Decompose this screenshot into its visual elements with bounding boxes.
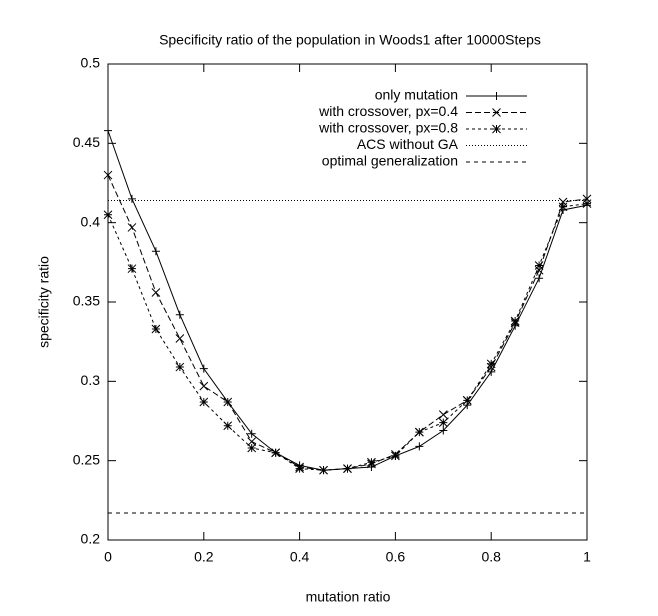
marker [438, 410, 448, 420]
y-tick-label: 0.25 [73, 451, 100, 467]
y-axis-label: specificity ratio [36, 256, 52, 348]
marker [534, 261, 544, 270]
marker [510, 316, 520, 326]
marker [558, 202, 568, 212]
marker [343, 464, 352, 473]
y-tick-label: 0.45 [73, 134, 100, 150]
marker [151, 247, 160, 256]
marker [175, 334, 185, 343]
marker [319, 465, 328, 475]
y-tick-label: 0.2 [81, 531, 101, 547]
marker [582, 199, 592, 208]
marker [127, 264, 137, 274]
marker [103, 170, 113, 180]
marker [127, 223, 137, 232]
marker [247, 437, 257, 446]
marker [415, 442, 424, 451]
marker [492, 92, 501, 100]
x-tick-label: 0 [104, 549, 112, 565]
marker [492, 124, 501, 134]
marker [487, 367, 496, 376]
marker [438, 418, 448, 427]
legend-label: optimal generalization [322, 153, 458, 169]
marker [462, 396, 472, 405]
marker [223, 397, 233, 407]
marker [271, 448, 281, 458]
marker [199, 364, 208, 373]
marker [199, 397, 209, 407]
marker [414, 427, 424, 437]
marker [151, 324, 161, 334]
marker [247, 443, 257, 453]
legend-label: only mutation [375, 87, 458, 103]
marker [535, 274, 544, 283]
y-tick-label: 0.3 [81, 372, 101, 388]
marker [486, 359, 496, 369]
x-tick-label: 0.4 [290, 549, 310, 565]
marker [175, 362, 185, 372]
x-tick-label: 1 [583, 549, 591, 565]
marker [223, 421, 233, 431]
marker [247, 429, 256, 438]
marker [295, 464, 304, 473]
legend-label: with crossover, px=0.4 [318, 103, 458, 119]
marker [151, 288, 161, 297]
y-tick-label: 0.4 [81, 213, 101, 229]
marker [199, 381, 209, 391]
marker [391, 451, 400, 461]
y-tick-label: 0.5 [81, 55, 101, 71]
marker [439, 426, 448, 435]
chart-title: Specificity ratio of the population in W… [159, 32, 541, 48]
legend-label: with crossover, px=0.8 [318, 120, 458, 136]
x-tick-label: 0.6 [386, 549, 406, 565]
y-tick-label: 0.35 [73, 293, 100, 309]
marker [367, 457, 376, 467]
legend-label: ACS without GA [357, 136, 459, 152]
x-axis-label: mutation ratio [306, 589, 391, 605]
marker [104, 126, 112, 135]
marker [103, 210, 113, 220]
x-tick-label: 0.8 [481, 549, 501, 565]
marker [127, 194, 136, 203]
marker [492, 108, 501, 117]
x-tick-label: 0.2 [194, 549, 214, 565]
marker [175, 310, 184, 319]
